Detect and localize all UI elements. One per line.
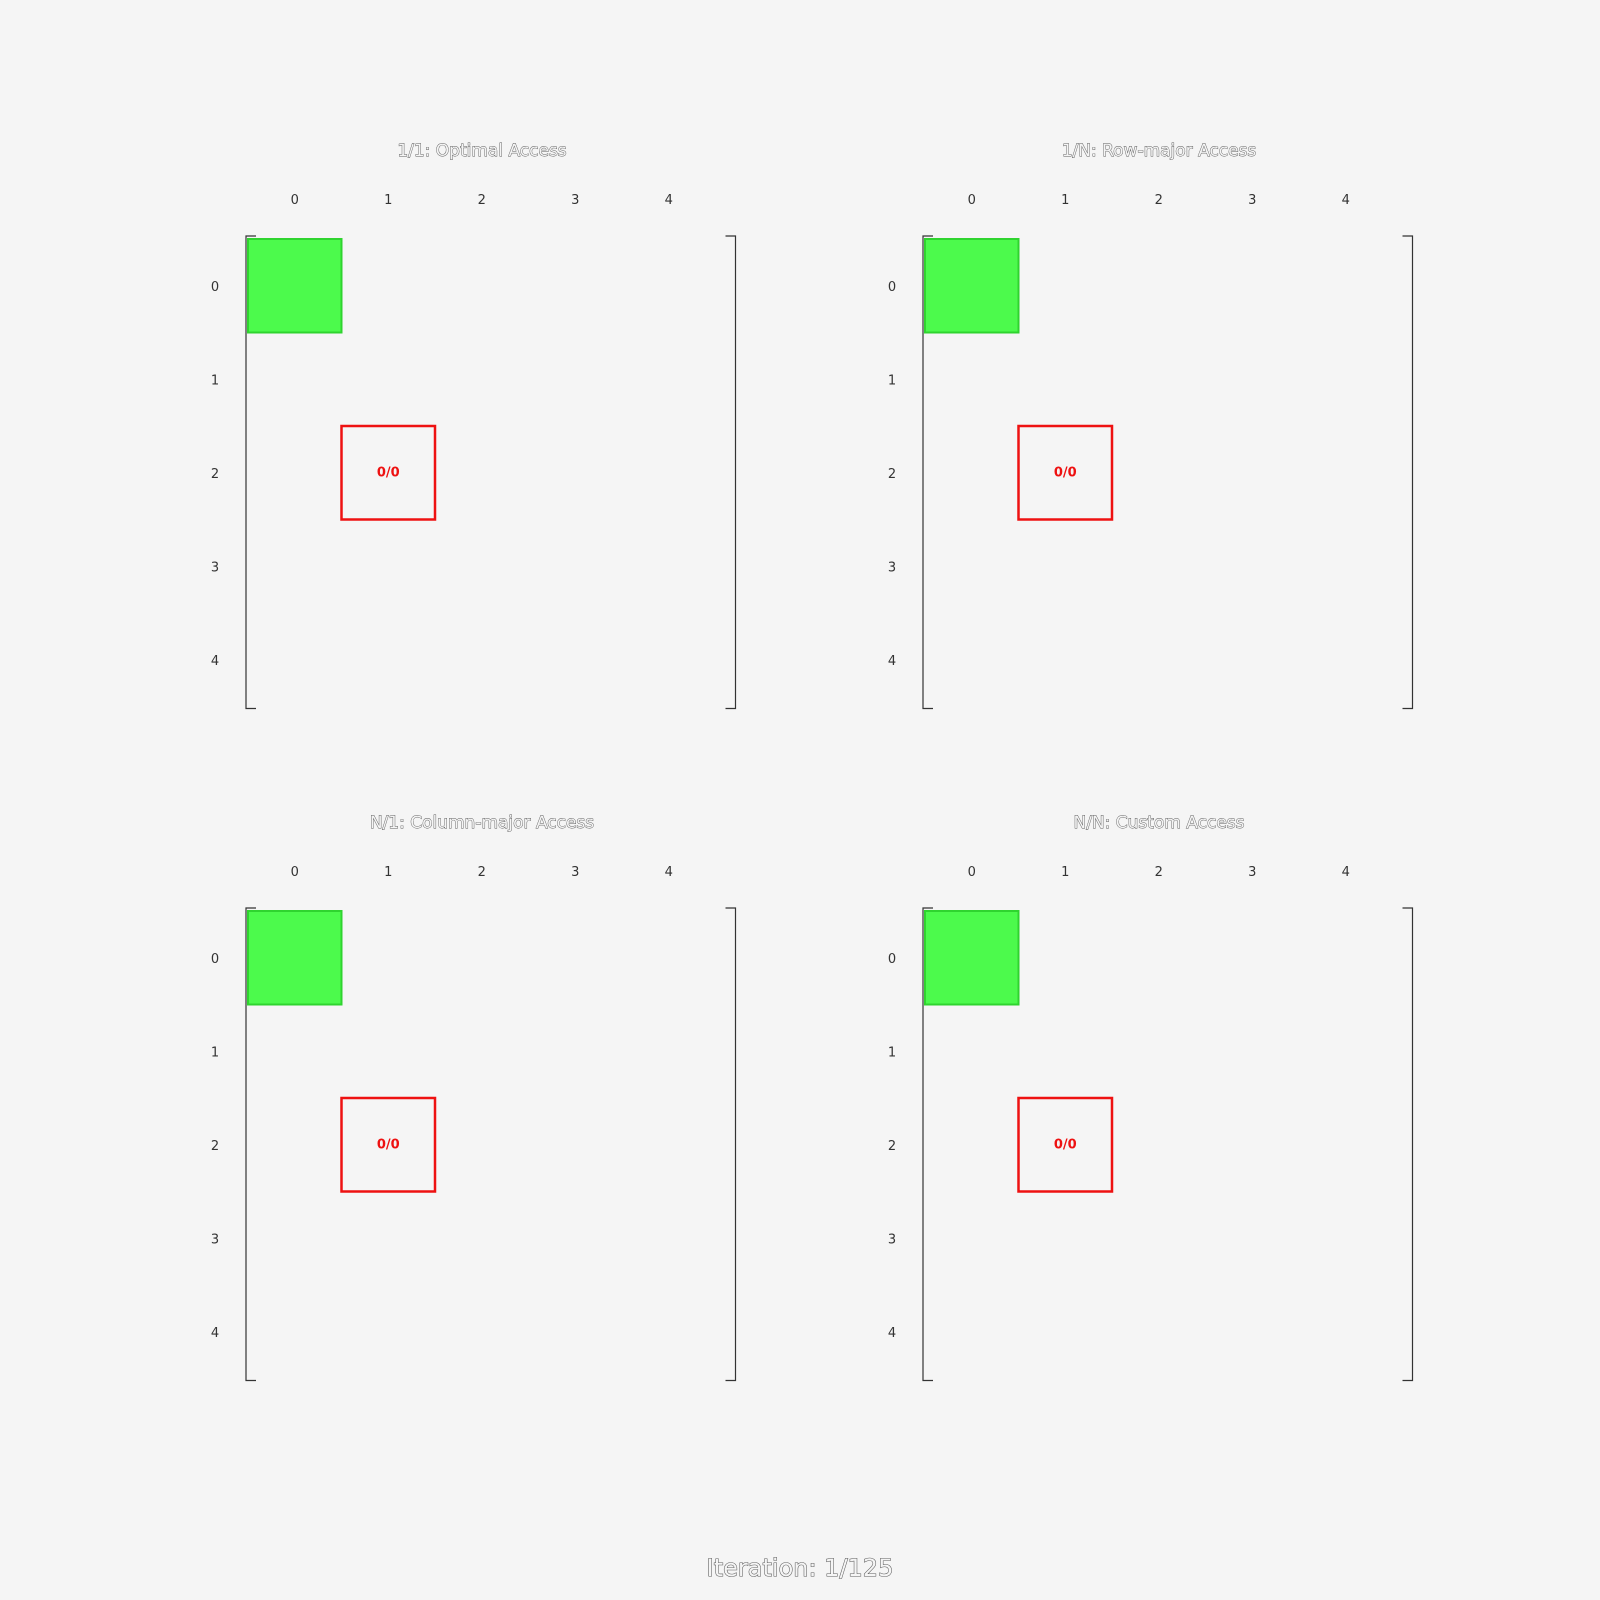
column-label: 0	[291, 193, 299, 208]
column-label: 1	[384, 193, 392, 208]
column-label: 3	[571, 193, 579, 208]
left-bracket	[245, 235, 256, 710]
panel-title: 1/N: Row-major Access	[1062, 141, 1257, 161]
row-label: 3	[888, 560, 896, 575]
row-label: 4	[211, 1326, 219, 1341]
panel-title: N/N: Custom Access	[1073, 813, 1244, 833]
target-cell-label: 0/0	[377, 465, 400, 480]
row-label: 2	[211, 1139, 219, 1154]
panel-optimal-access: 1/1: Optimal Access 0 1 2 3 4 0 1 2 3 4 0/0	[211, 141, 737, 710]
target-cell-label: 0/0	[377, 1137, 400, 1152]
right-bracket	[1402, 907, 1414, 1382]
column-label: 0	[968, 193, 976, 208]
right-bracket	[725, 235, 737, 710]
right-bracket	[1402, 235, 1414, 710]
row-label: 0	[888, 280, 896, 295]
row-label: 2	[888, 1139, 896, 1154]
row-label: 4	[888, 1326, 896, 1341]
right-bracket-inner	[726, 909, 734, 1379]
column-label: 2	[478, 865, 486, 880]
column-label: 4	[1342, 193, 1350, 208]
row-label: 1	[888, 1045, 896, 1060]
matrix-cells: 0/0	[247, 238, 437, 521]
panel-row-major-access: 1/N: Row-major Access 0 1 2 3 4 0 1 2 3 4 0/0	[888, 141, 1414, 710]
panel-title: 1/1: Optimal Access	[397, 141, 566, 161]
active-cell-green	[924, 238, 1020, 334]
right-bracket-inner	[1403, 909, 1411, 1379]
row-label: 0	[211, 952, 219, 967]
matrix-cells: 0/0	[924, 910, 1114, 1193]
column-label: 4	[1342, 865, 1350, 880]
panel-custom-access: N/N: Custom Access 0 1 2 3 4 0 1 2 3 4 0/0	[888, 813, 1414, 1382]
column-label: 1	[1061, 865, 1069, 880]
row-label: 4	[211, 654, 219, 669]
column-label: 0	[291, 865, 299, 880]
row-labels: 0 1 2 3 4	[211, 280, 219, 669]
column-label: 4	[665, 865, 673, 880]
iteration-counter: Iteration: 1/125	[707, 1554, 894, 1582]
active-cell-green	[247, 910, 343, 1006]
right-bracket	[725, 907, 737, 1382]
target-cell-red	[340, 424, 437, 521]
row-label: 4	[888, 654, 896, 669]
target-cell-red	[1017, 1096, 1114, 1193]
target-cell-red	[340, 1096, 437, 1193]
column-label: 4	[665, 193, 673, 208]
row-label: 2	[888, 467, 896, 482]
row-label: 2	[211, 467, 219, 482]
active-cell-green	[247, 238, 343, 334]
column-label: 3	[571, 865, 579, 880]
active-cell-green	[924, 910, 1020, 1006]
row-labels: 0 1 2 3 4	[888, 280, 896, 669]
column-labels: 0 1 2 3 4	[291, 193, 673, 208]
row-label: 3	[888, 1232, 896, 1247]
matrix-cells: 0/0	[247, 910, 437, 1193]
row-label: 1	[211, 373, 219, 388]
column-labels: 0 1 2 3 4	[291, 865, 673, 880]
column-label: 3	[1248, 865, 1256, 880]
row-label: 3	[211, 1232, 219, 1247]
target-cell-label: 0/0	[1054, 465, 1077, 480]
left-bracket	[922, 907, 933, 1382]
row-label: 1	[888, 373, 896, 388]
column-label: 1	[1061, 193, 1069, 208]
column-labels: 0 1 2 3 4	[968, 193, 1350, 208]
column-label: 0	[968, 865, 976, 880]
column-label: 2	[478, 193, 486, 208]
panel-title: N/1: Column-major Access	[370, 813, 594, 833]
panel-column-major-access: N/1: Column-major Access 0 1 2 3 4 0 1 2 3 4 0/0	[211, 813, 737, 1382]
right-bracket-inner	[726, 237, 734, 707]
target-cell-red	[1017, 424, 1114, 521]
row-label: 3	[211, 560, 219, 575]
column-label: 2	[1155, 193, 1163, 208]
matrix-brackets	[922, 907, 1414, 1382]
row-label: 0	[888, 952, 896, 967]
matrix-cells: 0/0	[924, 238, 1114, 521]
column-label: 1	[384, 865, 392, 880]
column-label: 2	[1155, 865, 1163, 880]
column-labels: 0 1 2 3 4	[968, 865, 1350, 880]
column-label: 3	[1248, 193, 1256, 208]
row-labels: 0 1 2 3 4	[211, 952, 219, 1341]
row-label: 1	[211, 1045, 219, 1060]
row-labels: 0 1 2 3 4	[888, 952, 896, 1341]
row-label: 0	[211, 280, 219, 295]
left-bracket	[245, 907, 256, 1382]
target-cell-label: 0/0	[1054, 1137, 1077, 1152]
left-bracket	[922, 235, 933, 710]
right-bracket-inner	[1403, 237, 1411, 707]
